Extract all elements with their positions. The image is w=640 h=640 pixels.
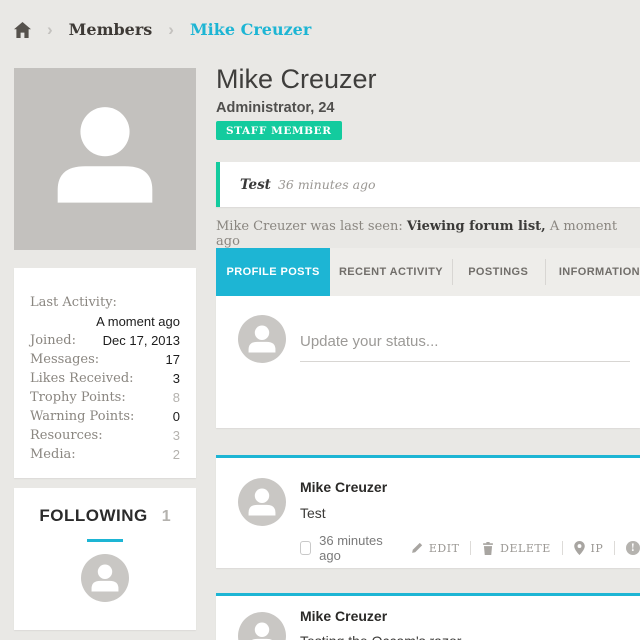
home-link[interactable] bbox=[14, 21, 31, 38]
breadcrumb-current-member[interactable]: Mike Creuzer bbox=[189, 20, 312, 39]
member-stats-card: Last Activity: A moment ago Joined: Dec … bbox=[14, 268, 196, 478]
stat-label: Resources: bbox=[30, 428, 103, 443]
chevron-right-icon: › bbox=[47, 20, 53, 39]
stat-value: 17 bbox=[165, 352, 180, 367]
alert-icon: ! bbox=[626, 541, 640, 555]
accent-underline bbox=[87, 539, 123, 542]
home-icon bbox=[14, 21, 31, 38]
composer-avatar bbox=[238, 315, 286, 363]
stat-row: Joined: Dec 17, 2013 bbox=[30, 331, 180, 350]
profile-tab-bar: PROFILE POSTS RECENT ACTIVITY POSTINGS I… bbox=[216, 248, 640, 296]
person-icon bbox=[248, 488, 276, 516]
following-header: FOLLOWING 1 bbox=[14, 488, 196, 526]
post-timestamp[interactable]: 36 minutes ago bbox=[319, 533, 383, 563]
stat-value: 0 bbox=[172, 409, 180, 424]
stat-row: Trophy Points: 8 bbox=[30, 388, 180, 407]
current-status-box: Test 36 minutes ago bbox=[216, 162, 640, 207]
profile-post: Mike Creuzer Testing the Occam's razor bbox=[216, 593, 640, 640]
ip-button-label: IP bbox=[590, 541, 604, 555]
ip-button[interactable]: IP bbox=[573, 541, 604, 555]
stat-value: Dec 17, 2013 bbox=[102, 333, 180, 348]
following-count: 1 bbox=[161, 508, 171, 525]
stat-value: 3 bbox=[172, 371, 180, 386]
stat-value[interactable]: 3 bbox=[172, 428, 180, 443]
member-role-age: Administrator, 24 bbox=[216, 100, 335, 116]
last-seen-activity: Viewing forum list, bbox=[406, 219, 546, 234]
stat-label: Warning Points: bbox=[30, 409, 135, 424]
stat-label: Media: bbox=[30, 447, 76, 462]
stat-label: Joined: bbox=[30, 333, 76, 348]
person-icon bbox=[251, 622, 273, 640]
trash-icon bbox=[483, 541, 494, 555]
stat-row: Resources: 3 bbox=[30, 426, 180, 445]
post-author-link[interactable]: Mike Creuzer bbox=[300, 479, 388, 495]
pencil-icon bbox=[412, 542, 423, 553]
post-action-row: 36 minutes ago EDIT DELETE IP ! bbox=[300, 533, 640, 563]
person-icon bbox=[57, 107, 153, 203]
last-seen-prefix: Mike Creuzer was last seen: bbox=[216, 219, 403, 234]
tab-recent-activity[interactable]: RECENT ACTIVITY bbox=[338, 266, 443, 278]
stat-row: Last Activity: bbox=[30, 293, 180, 312]
last-seen-line: Mike Creuzer was last seen: Viewing foru… bbox=[216, 219, 640, 249]
post-content: Testing the Occam's razor bbox=[300, 633, 461, 640]
stat-row: Messages: 17 bbox=[30, 350, 180, 369]
post-author-avatar[interactable] bbox=[238, 478, 286, 526]
following-card: FOLLOWING 1 bbox=[14, 488, 196, 630]
edit-button[interactable]: EDIT bbox=[411, 542, 460, 555]
post-select-checkbox[interactable] bbox=[300, 541, 312, 555]
followed-user-avatar[interactable] bbox=[81, 554, 129, 602]
following-title: FOLLOWING bbox=[39, 506, 148, 525]
profile-avatar[interactable] bbox=[14, 68, 196, 250]
person-icon bbox=[248, 325, 276, 353]
stat-row: Warning Points: 0 bbox=[30, 407, 180, 426]
stat-label: Last Activity: bbox=[30, 295, 117, 310]
tab-postings[interactable]: POSTINGS bbox=[451, 248, 545, 296]
delete-button-label: DELETE bbox=[500, 541, 551, 555]
stat-value[interactable]: 8 bbox=[172, 390, 180, 405]
action-divider bbox=[614, 541, 616, 555]
stat-row: Media: 2 bbox=[30, 445, 180, 464]
status-text: Test bbox=[240, 176, 271, 193]
action-divider bbox=[561, 541, 563, 555]
page-title: Mike Creuzer bbox=[216, 64, 377, 94]
breadcrumb: › Members › Mike Creuzer bbox=[14, 20, 311, 39]
post-content: Test bbox=[300, 505, 326, 521]
map-pin-icon bbox=[573, 541, 585, 555]
status-timestamp[interactable]: 36 minutes ago bbox=[277, 177, 376, 192]
tab-profile-posts[interactable]: PROFILE POSTS bbox=[216, 248, 331, 296]
delete-button[interactable]: DELETE bbox=[482, 541, 551, 555]
stat-value: A moment ago bbox=[96, 314, 180, 329]
stat-label: Likes Received: bbox=[30, 371, 134, 386]
stat-row: Likes Received: 3 bbox=[30, 369, 180, 388]
status-update-input[interactable] bbox=[300, 322, 630, 362]
post-author-link[interactable]: Mike Creuzer bbox=[300, 608, 388, 624]
chevron-right-icon: › bbox=[168, 20, 174, 39]
edit-button-label: EDIT bbox=[428, 541, 460, 555]
action-divider bbox=[470, 541, 472, 555]
status-composer bbox=[216, 296, 640, 428]
stat-label: Trophy Points: bbox=[30, 390, 126, 405]
breadcrumb-members-link[interactable]: Members bbox=[68, 20, 153, 39]
report-button[interactable]: ! bbox=[626, 541, 640, 555]
stat-value[interactable]: 2 bbox=[172, 447, 180, 462]
person-icon bbox=[91, 564, 119, 592]
profile-post: Mike Creuzer Test 36 minutes ago EDIT DE… bbox=[216, 455, 640, 568]
staff-member-badge: STAFF MEMBER bbox=[216, 121, 342, 140]
last-seen-time: A moment ago bbox=[216, 219, 618, 249]
post-author-avatar[interactable] bbox=[238, 612, 286, 640]
tab-information[interactable]: INFORMATION bbox=[544, 248, 640, 296]
stat-label: Messages: bbox=[30, 352, 100, 367]
